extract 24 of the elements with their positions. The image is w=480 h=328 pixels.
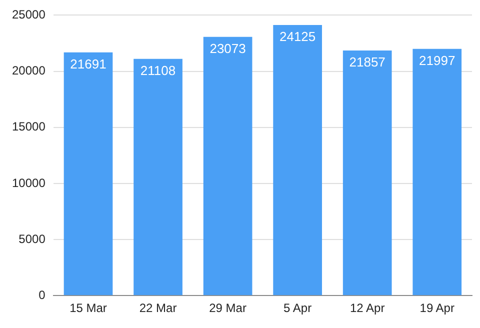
x-tick-label: 5 Apr bbox=[284, 301, 312, 316]
x-tick-label: 22 Mar bbox=[139, 301, 177, 316]
bar bbox=[134, 58, 182, 296]
y-tick-label: 15000 bbox=[12, 120, 46, 134]
data-label: 24125 bbox=[279, 29, 316, 44]
y-tick-label: 20000 bbox=[12, 64, 46, 78]
y-tick-label: 5000 bbox=[18, 232, 46, 246]
x-tick-label: 19 Apr bbox=[420, 301, 454, 316]
y-tick-label: 25000 bbox=[12, 8, 46, 22]
x-tick-label: 12 Apr bbox=[350, 301, 385, 316]
data-label: 21691 bbox=[70, 56, 106, 72]
bar bbox=[273, 25, 322, 296]
bar bbox=[64, 52, 113, 296]
data-label: 21857 bbox=[349, 54, 386, 70]
x-tick-label: 29 Mar bbox=[209, 301, 246, 316]
bar bbox=[412, 48, 462, 296]
data-label: 23073 bbox=[210, 40, 246, 56]
bar bbox=[203, 36, 252, 296]
bar bbox=[342, 50, 392, 296]
y-tick-label: 10000 bbox=[12, 176, 46, 190]
data-label: 21997 bbox=[419, 52, 456, 68]
data-label: 21108 bbox=[140, 62, 176, 78]
x-tick-label: 15 Mar bbox=[70, 301, 107, 316]
y-tick-label: 0 bbox=[38, 288, 46, 302]
